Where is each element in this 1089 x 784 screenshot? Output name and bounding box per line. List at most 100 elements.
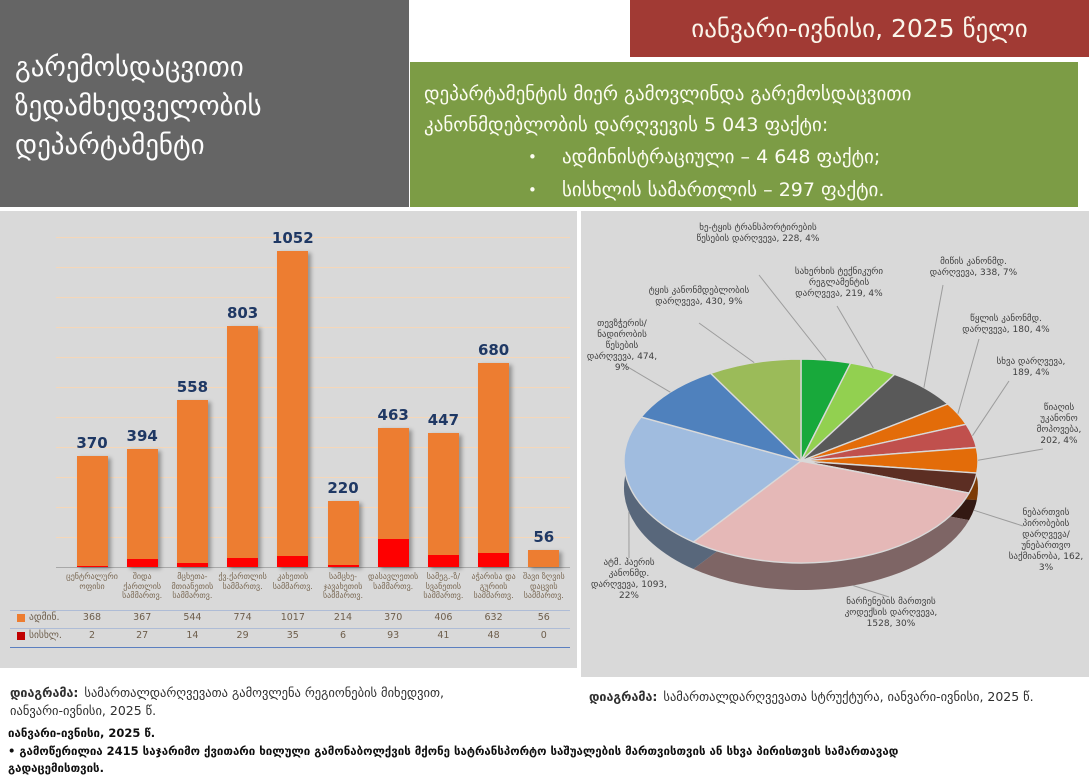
legend-marker-criminal [17,632,25,640]
page-title: გარემოსდაცვითი ზედამხედველობის დეპარტამე… [15,52,262,161]
bar-category-label: აჭარისა და გურიის სამმართვ. [471,572,516,600]
pie-slice-label: მიწის კანონმდ. დარღვევა, 338, 7% [929,257,1018,278]
bar-value-label: 463 [377,406,409,425]
pie-leader-line [758,274,827,361]
table-separator-line [10,646,570,648]
bar-value-label: 680 [477,341,510,359]
pie-slice [623,416,803,543]
summary-bullet-admin-text: ადმინისტრაციული – 4 648 ფაქტი; [562,145,881,168]
bar-value-label: 56 [533,528,555,547]
table-cell-value: 544 [183,612,202,623]
summary-bullet-criminal: • სისხლის სამართლის – 297 ფაქტი. [528,173,1068,206]
pie-slice-label: წყლის კანონმდ. დარღვევა, 180, 4% [962,314,1050,335]
bar-category-label: შავი ზღვის დაცვის სამმართვ. [522,572,565,600]
table-cell-value: 29 [236,630,249,641]
pie-leader-line [957,338,980,414]
bar-segment-admin [528,550,560,567]
bar-gridline [56,327,570,328]
pie-slice-label: ხე-ტყის ტრანსპორტირების წესების დარღვევა… [696,223,820,244]
footer-note: • გამოწერილია 2415 საჯარიმო ქვითარი ხილუ… [8,744,899,775]
summary-bullets: • ადმინისტრაციული – 4 648 ფაქტი; • სისხლ… [528,140,1068,206]
period-banner: იანვარი-ივნისი, 2025 წელი [630,0,1089,57]
pie-slice [709,358,802,463]
bar-gridline [56,297,570,298]
bar-segment-criminal [327,565,359,567]
table-cell-value: 48 [487,630,500,641]
period-banner-text: იანვარი-ივნისი, 2025 წელი [691,14,1028,43]
bar [528,550,560,567]
summary-box: დეპარტამენტის მიერ გამოვლინდა გარემოსდაც… [410,62,1078,207]
pie-slice-label: სახერხის ტექნიკური რეგლამენტის დარღვევა,… [794,267,884,299]
bar-segment-admin [377,428,409,540]
table-cell-value: 774 [233,612,252,623]
bar-segment-admin [478,363,510,553]
bar-segment-criminal [427,554,459,567]
bar-segment-criminal [277,556,309,567]
pie-leader-line [973,509,1024,527]
bullet-marker-icon: • [528,147,537,166]
bar-value-label: 220 [327,479,359,497]
bar-gridline [56,237,570,238]
table-cell-value: 367 [133,612,152,623]
bar-category-label: შიდა ქართლის სამმართვ. [122,572,163,600]
bar-segment-criminal [377,539,409,567]
bar-segment-admin [76,456,108,567]
bar-segment-criminal [176,562,208,567]
bar [76,456,108,567]
table-cell-value: 632 [484,612,503,623]
bar-segment-admin [126,448,158,559]
pie-slice-label: თევზჭერის/ნადირობის წესების დარღვევა, 47… [586,319,658,373]
bar [427,432,459,567]
bar-chart-caption: დიაგრამა: სამართალდარღვევათა გამოვლენა რე… [10,684,488,720]
bar [478,363,510,567]
bar-category-label: სამეგ.-ზ/სვანეთის სამმართვ. [423,572,464,600]
bar-gridline [56,477,570,478]
table-cell-value: 368 [82,612,102,623]
bar [327,501,359,567]
bar [126,448,158,567]
pie-slice-label: ნებართვის პირობების დარღვევა/უნებართვო ს… [1008,508,1084,573]
pie-slice-label: ატმ. ჰაერის კანონმდ. დარღვევა, 1093, 22% [590,558,668,601]
bar-chart-panel: 370 ცენტრალური ოფისი 368 2 394 შიდა ქართლის ს… [0,211,577,668]
pie-slice-label: სხვა დარღვევა, 189, 4% [996,357,1066,378]
department-title-block: გარემოსდაცვითი ზედამხედველობის დეპარტამე… [0,0,409,207]
bar-segment-admin [427,432,459,555]
summary-bullet-criminal-text: სისხლის სამართლის – 297 ფაქტი. [562,178,885,201]
bar-gridline [56,387,570,388]
pie-leader-line [972,380,1010,436]
footer-period: იანვარი-ივნისი, 2025 წ. [8,726,156,740]
pie-leader-line [698,322,755,364]
legend-row-label: ადმინ. [29,612,60,623]
bar-segment-admin [227,326,259,559]
bar-segment-criminal [227,558,259,567]
pie-leader-line [977,448,1044,461]
bar-segment-admin [176,399,208,563]
summary-bullet-admin: • ადმინისტრაციული – 4 648 ფაქტი; [528,140,1068,173]
bullet-marker-icon: • [528,180,537,199]
bar-segment-criminal [76,566,108,567]
pie-leader-line [620,362,671,393]
caption-text: სამართალდარღვევათა გამოვლენა რეგიონების … [10,685,445,718]
bar-category-label: ცენტრალური ოფისი [66,572,118,591]
table-cell-value: 406 [434,612,453,623]
table-separator-line [10,609,570,611]
caption-label: დიაგრამა: [589,689,658,704]
caption-label: დიაგრამა: [10,685,79,700]
bar-value-label: 370 [76,434,108,452]
bar-gridline [56,417,570,418]
table-cell-value: 41 [437,630,450,641]
bar-segment-admin [327,501,359,566]
summary-intro: დეპარტამენტის მიერ გამოვლინდა გარემოსდაც… [424,83,912,136]
bar-category-label: ქვ.ქართლის სამმართვ. [218,572,267,591]
bar-segment-criminal [126,558,158,567]
table-cell-value: 0 [540,630,547,641]
bar [227,326,259,567]
table-cell-value: 27 [136,630,149,641]
pie-slice-label: ნარჩენების მართვის კოდექსის დარღვევა, 15… [844,597,938,629]
bar-category-label: დასავლეთის სამმართვ. [368,572,419,591]
bar-category-label: მცხეთა-მთიანეთის სამმართვ. [171,572,214,600]
table-cell-value: 93 [387,630,400,641]
bar [277,251,309,567]
pie-leader-line [923,284,944,388]
